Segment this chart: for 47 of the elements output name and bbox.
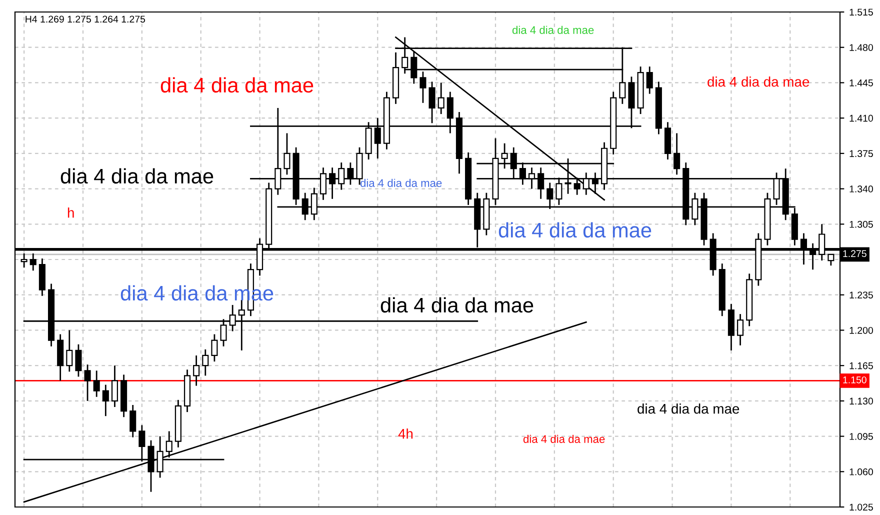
candlestick bbox=[646, 66, 653, 95]
chart-title: H4 1.269 1.275 1.264 1.275 bbox=[26, 16, 146, 23]
y-tick-label: 1.095 bbox=[850, 433, 873, 440]
y-tick-label: 1.235 bbox=[850, 292, 873, 298]
annotation: dia 4 dia da mae bbox=[380, 297, 534, 313]
annotation: dia 4 dia da mae bbox=[638, 404, 740, 414]
candlestick bbox=[674, 132, 680, 176]
candlestick bbox=[193, 354, 200, 386]
ref-line-label: 1.275 bbox=[843, 250, 866, 258]
y-tick-label: 1.340 bbox=[850, 186, 873, 192]
annotation: dia 4 dia da mae bbox=[708, 76, 810, 87]
candlestick bbox=[30, 252, 36, 272]
candlestick bbox=[428, 81, 436, 124]
y-tick-label: 1.305 bbox=[850, 220, 873, 228]
annotation: dia 4 dia da mae bbox=[60, 168, 214, 184]
candlestick bbox=[111, 364, 118, 408]
ref-line-label: 1.150 bbox=[843, 376, 866, 384]
candlestick bbox=[284, 132, 290, 176]
candlestick bbox=[202, 348, 209, 376]
annotation: 4h bbox=[398, 428, 413, 439]
y-tick-label: 1.515 bbox=[850, 8, 873, 16]
y-tick-label: 1.130 bbox=[850, 398, 873, 405]
candlestick bbox=[130, 404, 136, 438]
candlestick bbox=[84, 364, 91, 402]
y-tick-label: 1.410 bbox=[850, 114, 873, 122]
annotation: dia 4 dia da mae bbox=[360, 178, 442, 187]
candlestick bbox=[20, 252, 28, 268]
annotation: dia 4 dia da mae bbox=[512, 26, 594, 34]
y-tick-label: 1.375 bbox=[850, 150, 873, 158]
y-tick-label: 1.060 bbox=[850, 468, 873, 476]
y-tick-label: 1.480 bbox=[850, 44, 873, 51]
annotation: h bbox=[68, 208, 74, 218]
y-tick-label: 1.025 bbox=[850, 504, 873, 511]
candlestick bbox=[211, 334, 218, 362]
candlestick bbox=[438, 82, 444, 115]
y-tick-label: 1.200 bbox=[850, 326, 873, 334]
y-tick-label: 1.165 bbox=[850, 362, 873, 370]
candlestick bbox=[66, 330, 73, 372]
annotation: dia 4 dia da mae bbox=[498, 222, 652, 238]
candlestick bbox=[75, 344, 82, 378]
annotation: dia 4 dia da mae bbox=[523, 434, 605, 443]
candlestick bbox=[102, 384, 109, 417]
candlestick bbox=[93, 370, 100, 398]
annotation: dia 4 dia da mae bbox=[160, 77, 314, 93]
y-tick-label: 1.445 bbox=[850, 80, 873, 86]
candlestick bbox=[828, 254, 834, 266]
candlestick bbox=[737, 313, 744, 346]
